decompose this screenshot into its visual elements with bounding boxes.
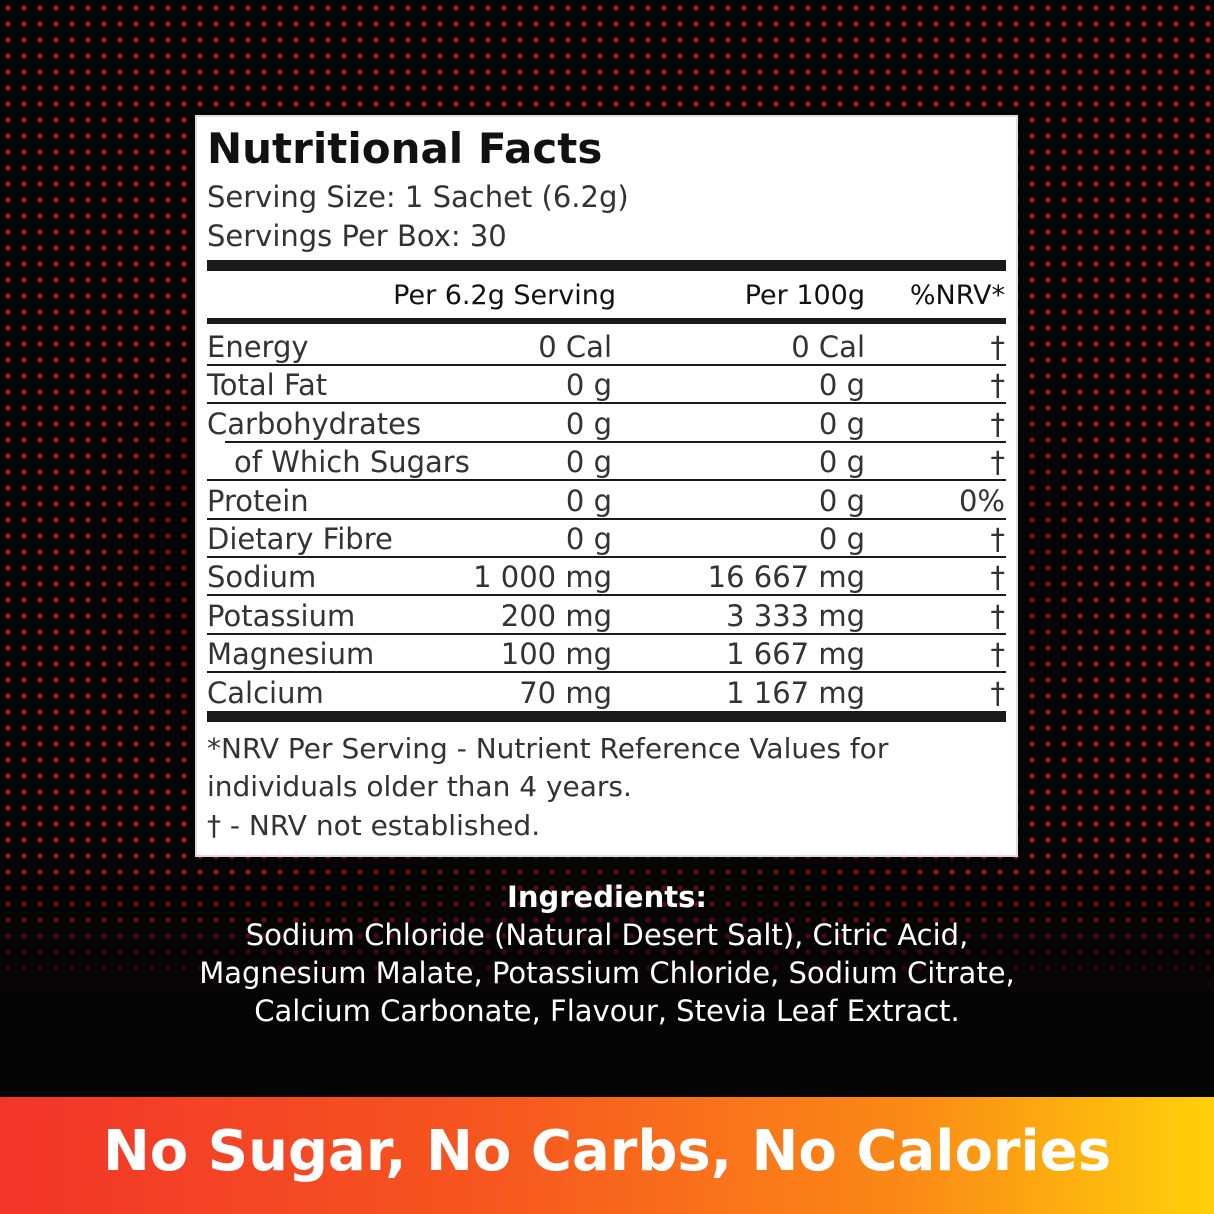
row-nrv: † — [990, 637, 1006, 672]
column-header: Per 6.2g Serving — [393, 280, 616, 311]
footnote: *NRV Per Serving - Nutrient Reference Va… — [207, 732, 889, 765]
row-rule — [207, 632, 1006, 635]
row-rule — [207, 556, 1006, 558]
row-per-100g: 0 g — [818, 406, 865, 441]
row-label: Energy — [207, 330, 309, 364]
row-label: Calcium — [207, 675, 324, 710]
ingredients-line: Sodium Chloride (Natural Desert Salt), C… — [245, 918, 969, 952]
row-serving: 0 g — [565, 522, 612, 556]
thick-rule — [207, 711, 1006, 722]
row-rule — [225, 440, 1006, 443]
serving-size: Serving Size: 1 Sachet (6.2g) — [207, 180, 629, 214]
column-header: Per 100g — [744, 280, 865, 311]
row-per-100g: 1 167 mg — [726, 675, 865, 710]
row-nrv: † — [990, 675, 1006, 710]
row-serving: 200 mg — [500, 598, 612, 633]
row-per-100g: 0 g — [818, 483, 865, 518]
facts-panel — [195, 115, 1018, 857]
row-rule — [207, 517, 1006, 520]
row-nrv: † — [990, 445, 1006, 480]
row-per-100g: 0 Cal — [791, 330, 865, 364]
row-nrv: † — [990, 598, 1006, 633]
row-per-100g: 1 667 mg — [726, 637, 865, 672]
row-per-100g: 3 333 mg — [726, 598, 865, 633]
row-serving: 0 g — [565, 483, 612, 518]
row-nrv: † — [990, 522, 1006, 556]
row-serving: 70 mg — [519, 675, 612, 710]
row-label: Dietary Fibre — [207, 522, 393, 556]
row-per-100g: 0 g — [818, 522, 865, 556]
footnote: † - NRV not established. — [207, 809, 541, 842]
row-label: Sodium — [207, 560, 317, 595]
row-serving: 0 g — [565, 406, 612, 441]
row-per-100g: 0 g — [818, 445, 865, 480]
row-rule — [207, 479, 1006, 482]
panel-title: Nutritional Facts — [207, 124, 603, 173]
background-fade — [0, 850, 1214, 1097]
row-serving: 100 mg — [500, 637, 612, 672]
row-serving: 0 Cal — [538, 330, 612, 364]
row-label: Potassium — [207, 598, 356, 633]
row-nrv: † — [990, 406, 1006, 441]
column-header: %NRV* — [909, 280, 1005, 311]
row-label: Magnesium — [207, 637, 375, 672]
row-nrv: † — [990, 560, 1006, 595]
thick-rule — [207, 318, 1006, 324]
thick-rule — [207, 260, 1006, 271]
row-serving: 1 000 mg — [473, 560, 612, 595]
footnote: individuals older than 4 years. — [207, 770, 632, 803]
row-rule — [207, 671, 1006, 674]
row-nrv: † — [990, 330, 1006, 364]
row-serving: 0 g — [565, 368, 612, 403]
row-per-100g: 16 667 mg — [707, 560, 865, 595]
row-nrv: † — [990, 368, 1006, 403]
row-nrv: 0% — [958, 483, 1005, 518]
row-label: Total Fat — [207, 368, 328, 403]
ingredients-line: Calcium Carbonate, Flavour, Stevia Leaf … — [254, 994, 960, 1028]
banner-text: No Sugar, No Carbs, No Calories — [102, 1119, 1112, 1184]
row-label: Protein — [207, 483, 309, 518]
row-serving: 0 g — [565, 445, 612, 480]
row-label: of Which Sugars — [234, 445, 470, 480]
row-label: Carbohydrates — [207, 406, 422, 441]
ingredients-title: Ingredients: — [507, 880, 707, 914]
servings-per-box: Servings Per Box: 30 — [207, 219, 507, 253]
row-rule — [207, 594, 1006, 597]
banner — [0, 1097, 1214, 1214]
row-rule — [207, 364, 1006, 366]
row-rule — [207, 402, 1006, 405]
ingredients-line: Magnesium Malate, Potassium Chloride, So… — [199, 956, 1015, 990]
row-per-100g: 0 g — [818, 368, 865, 403]
